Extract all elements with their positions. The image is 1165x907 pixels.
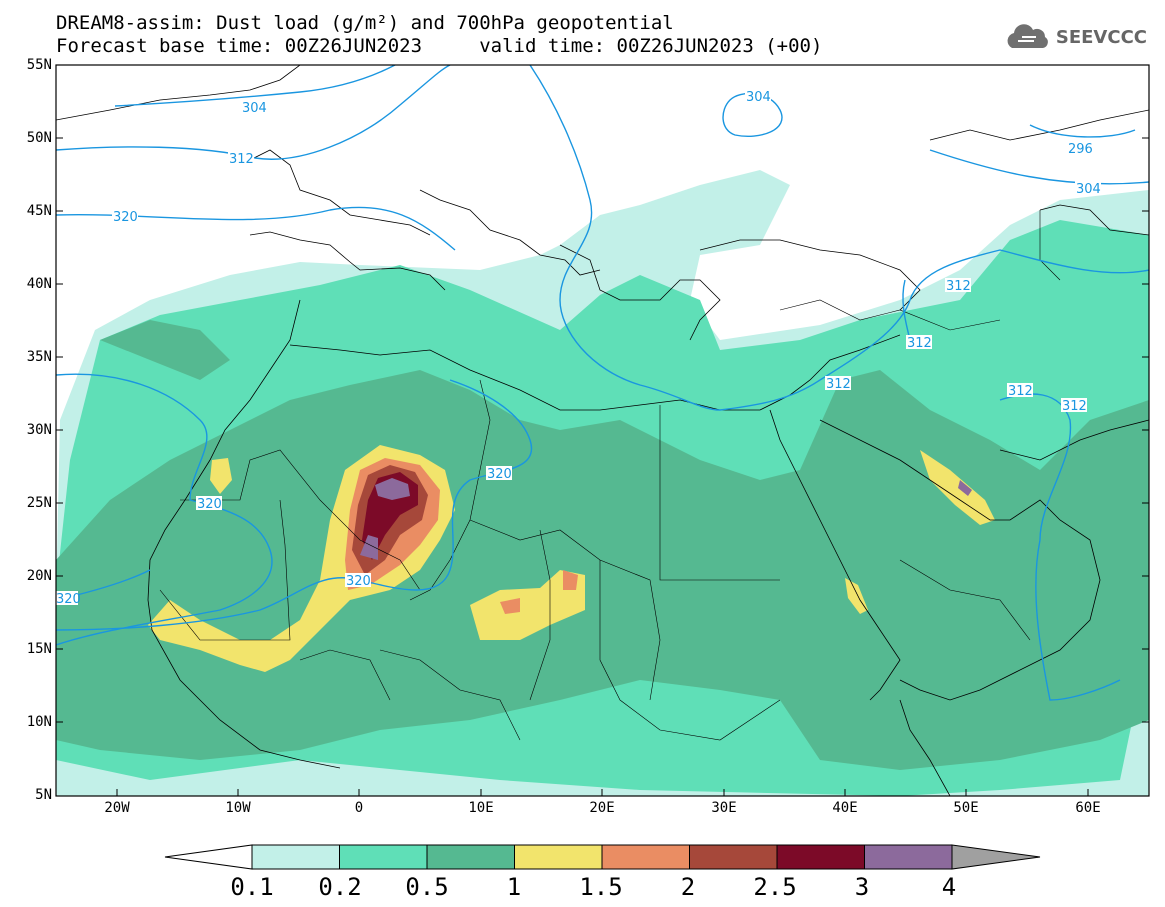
contour-label-312-west: 312 — [229, 152, 254, 167]
lat-label-55n: 55N — [26, 57, 52, 73]
contour-label-312-levant: 312 — [907, 336, 932, 351]
colorbar-swatch-2 — [689, 844, 778, 870]
map-subtitle-times: Forecast base time: 00Z26JUN2023 valid t… — [56, 35, 823, 57]
colorbar-label-1.5: 1.5 — [579, 873, 623, 901]
lon-label-20w: 20W — [104, 800, 130, 816]
dust-level-1-patch-b — [210, 458, 232, 494]
contour-label-304-west: 304 — [242, 101, 267, 116]
contour-label-320-mali: 320 — [346, 574, 371, 589]
lat-label-30n: 30N — [26, 422, 52, 438]
lat-label-10n: 10N — [26, 714, 52, 730]
contour-label-320-west: 320 — [113, 210, 138, 225]
colorbar-label-3: 3 — [854, 873, 870, 901]
coastlines — [56, 65, 1149, 796]
colorbar-label-2: 2 — [680, 873, 696, 901]
lat-label-35n: 35N — [26, 349, 52, 365]
contour-label-320-sahara: 320 — [197, 497, 222, 512]
colorbar-label-4: 4 — [941, 873, 957, 901]
lon-label-20e: 20E — [589, 800, 615, 816]
colorbar-label-1: 1 — [506, 873, 522, 901]
colorbar-swatch-0.2 — [339, 844, 428, 870]
contour-label-312-far-iran: 312 — [1062, 399, 1087, 414]
colorbar-label-0.1: 0.1 — [230, 873, 274, 901]
colorbar-swatch-1.5 — [601, 844, 690, 870]
dust-level-1-patch-a — [470, 570, 585, 640]
lon-label-10w: 10W — [225, 800, 251, 816]
dust-level-0.5-patch — [100, 320, 230, 380]
lon-label-60e: 60E — [1075, 800, 1101, 816]
dust-level-1.5-patch-b — [563, 570, 578, 590]
lat-label-45n: 45N — [26, 203, 52, 219]
lat-label-50n: 50N — [26, 130, 52, 146]
country-borders — [159, 210, 1061, 741]
contour-label-320-atlantic: 320 — [56, 592, 81, 607]
axis-ticks — [56, 64, 1149, 796]
colorbar-label-2.5: 2.5 — [753, 873, 797, 901]
lon-label-0: 0 — [354, 800, 364, 816]
dust-level-1.5-patch — [500, 598, 520, 614]
colorbar-swatch-0.5 — [426, 844, 515, 870]
colorbar — [164, 844, 1041, 870]
contour-label-304-east: 304 — [746, 90, 771, 105]
lon-label-10e: 10E — [468, 800, 494, 816]
colorbar-high-arrow — [951, 844, 1041, 870]
lon-label-40e: 40E — [832, 800, 858, 816]
map-title: DREAM8-assim: Dust load (g/m²) and 700hP… — [56, 12, 674, 34]
dust-level-1-patch-d — [845, 578, 868, 614]
colorbar-swatch-2.5 — [776, 844, 865, 870]
contour-label-304-far-east: 304 — [1076, 182, 1101, 197]
colorbar-swatch-0.1 — [251, 844, 340, 870]
lat-label-15n: 15N — [26, 641, 52, 657]
dust-level-4-gulf — [958, 480, 972, 496]
contour-labels: 304 312 320 304 296 304 312 312 312 312 … — [56, 89, 1101, 607]
contour-label-312-caucasus: 312 — [946, 279, 971, 294]
lon-label-50e: 50E — [953, 800, 979, 816]
contour-label-312-iran: 312 — [1008, 384, 1033, 399]
colorbar-swatch-1 — [514, 844, 603, 870]
seevccc-logo: SEEVCCC — [1004, 24, 1147, 50]
contour-label-320-libya: 320 — [487, 467, 512, 482]
dust-level-0.5 — [56, 370, 1149, 770]
colorbar-swatch-3 — [864, 844, 953, 870]
colorbar-label-0.2: 0.2 — [318, 873, 362, 901]
dust-level-4-south — [360, 535, 378, 560]
lat-label-20n: 20N — [26, 568, 52, 584]
lat-label-25n: 25N — [26, 495, 52, 511]
lon-label-30e: 30E — [711, 800, 737, 816]
lat-label-40n: 40N — [26, 276, 52, 292]
colorbar-low-arrow — [164, 844, 253, 870]
logo-text: SEEVCCC — [1055, 26, 1147, 48]
dust-fields — [56, 170, 1149, 796]
lat-label-5n: 5N — [35, 787, 52, 803]
dust-level-1-patch-c — [920, 450, 995, 525]
contour-label-296: 296 — [1068, 142, 1093, 157]
dust-level-4-north — [375, 478, 410, 500]
cloud-logo-icon — [1007, 24, 1048, 48]
colorbar-swatches — [251, 844, 953, 870]
contour-label-312-egypt: 312 — [826, 377, 851, 392]
colorbar-label-0.5: 0.5 — [405, 873, 449, 901]
